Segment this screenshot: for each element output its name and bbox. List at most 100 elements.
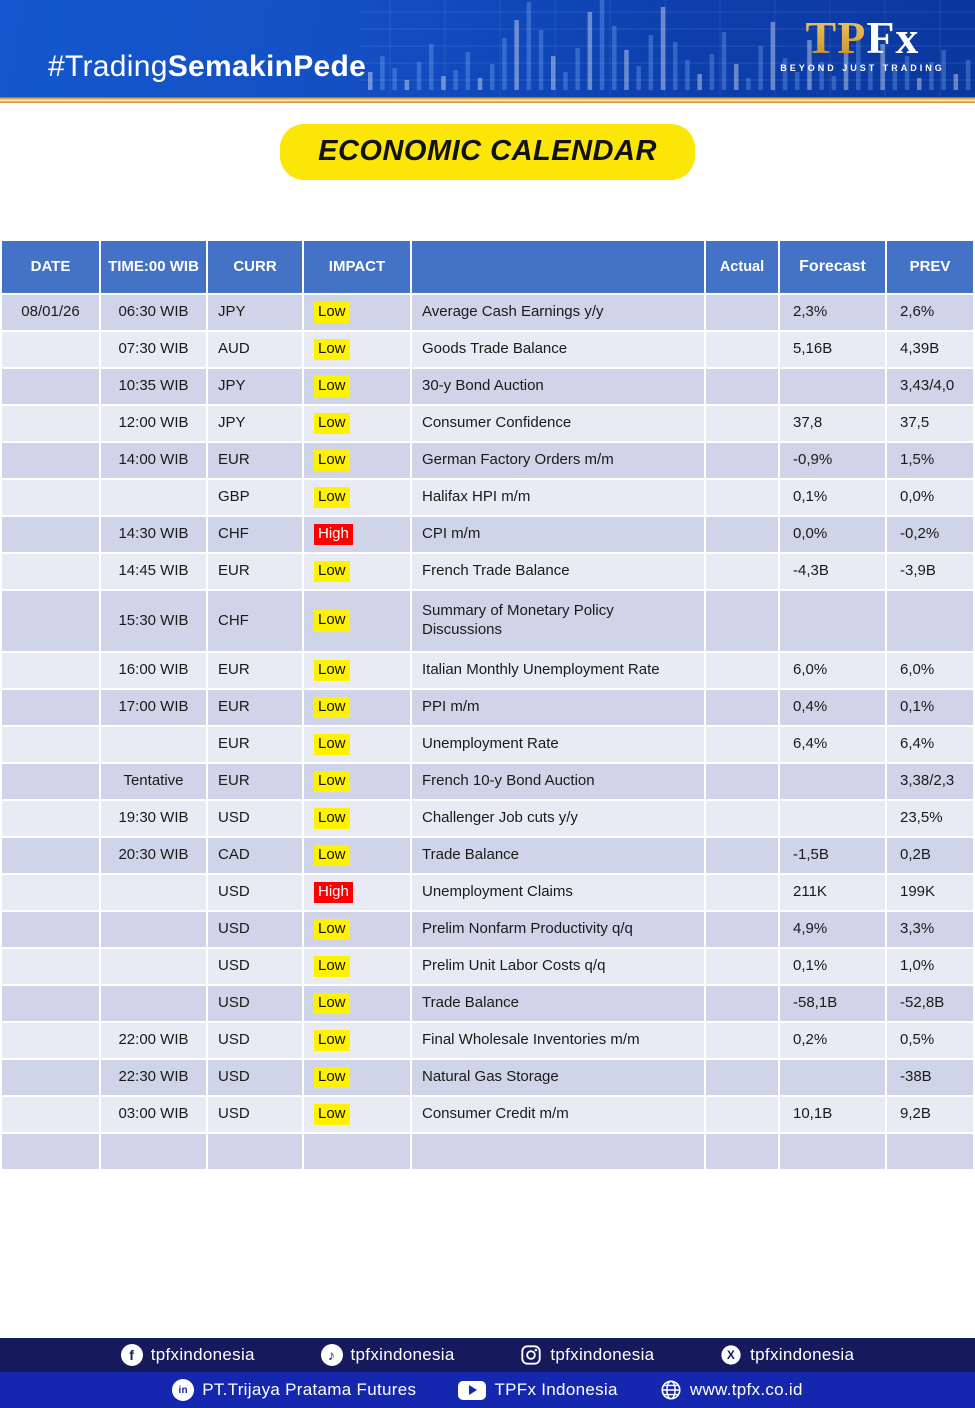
cell-forecast: 0,1% [780, 949, 885, 984]
cell-currency: EUR [208, 764, 302, 799]
cell-impact: Low [304, 332, 410, 367]
cell-forecast [780, 764, 885, 799]
col-header-forecast: Forecast [780, 241, 885, 293]
cell-time: 03:00 WIB [101, 1097, 206, 1132]
chart-bars-decoration [360, 0, 975, 97]
cell-forecast: 37,8 [780, 406, 885, 441]
cell-currency: USD [208, 801, 302, 836]
cell-forecast: -58,1B [780, 986, 885, 1021]
cell-prev: 0,5% [887, 1023, 973, 1058]
impact-badge: Low [314, 844, 350, 867]
cell-forecast [780, 591, 885, 651]
cell-forecast: 0,2% [780, 1023, 885, 1058]
cell-currency: USD [208, 1060, 302, 1095]
cell-impact: Low [304, 1097, 410, 1132]
cell-forecast [780, 1134, 885, 1169]
cell-date [2, 690, 99, 725]
page-title: ECONOMIC CALENDAR [318, 135, 657, 167]
cell-forecast: 211K [780, 875, 885, 910]
info-youtube: TPFx Indonesia [458, 1380, 617, 1400]
col-header-prev: PREV [887, 241, 973, 293]
cell-date [2, 332, 99, 367]
cell-actual [706, 1097, 778, 1132]
cell-date [2, 653, 99, 688]
impact-badge: Low [314, 918, 350, 941]
cell-time: 07:30 WIB [101, 332, 206, 367]
footer-info-bar: in PT.Trijaya Pratama Futures TPFx Indon… [0, 1372, 975, 1408]
cell-time: 17:00 WIB [101, 690, 206, 725]
cell-time [101, 480, 206, 515]
cell-event: Goods Trade Balance [412, 332, 704, 367]
table-row: USD Low Prelim Unit Labor Costs q/q 0,1%… [2, 949, 973, 984]
social-tiktok-label: tpfxindonesia [350, 1345, 455, 1364]
cell-event: CPI m/m [412, 517, 704, 552]
cell-currency: CHF [208, 591, 302, 651]
info-youtube-label: TPFx Indonesia [494, 1380, 618, 1399]
cell-date [2, 443, 99, 478]
tpfx-logo-fx: Fx [866, 12, 920, 63]
facebook-icon: f [120, 1344, 143, 1366]
table-row: USD High Unemployment Claims 211K 199K [2, 875, 973, 910]
cell-time: 22:00 WIB [101, 1023, 206, 1058]
cell-impact: Low [304, 1060, 410, 1095]
social-tiktok: ♪ tpfxindonesia [320, 1344, 455, 1366]
cell-forecast: 0,0% [780, 517, 885, 552]
cell-event: Halifax HPI m/m [412, 480, 704, 515]
table-row: Tentative EUR Low French 10-y Bond Aucti… [2, 764, 973, 799]
cell-actual [706, 653, 778, 688]
tpfx-logo-tp: TP [805, 12, 867, 63]
cell-event: French Trade Balance [412, 554, 704, 589]
cell-time: 22:30 WIB [101, 1060, 206, 1095]
cell-forecast [780, 369, 885, 404]
impact-badge: Low [314, 301, 350, 324]
cell-time: 06:30 WIB [101, 295, 206, 330]
cell-actual [706, 295, 778, 330]
cell-impact: Low [304, 369, 410, 404]
cell-forecast [780, 1060, 885, 1095]
cell-currency: USD [208, 986, 302, 1021]
cell-time: 20:30 WIB [101, 838, 206, 873]
cell-actual [706, 986, 778, 1021]
cell-currency: EUR [208, 443, 302, 478]
cell-prev: 0,2B [887, 838, 973, 873]
cell-date [2, 727, 99, 762]
social-facebook-label: tpfxindonesia [150, 1345, 255, 1364]
col-header-time: TIME:00 WIB [101, 241, 206, 293]
cell-forecast: 0,1% [780, 480, 885, 515]
cell-time: 14:00 WIB [101, 443, 206, 478]
impact-badge: Low [314, 770, 350, 793]
cell-currency: JPY [208, 369, 302, 404]
header-banner: #TradingSemakinPede TPFx BEYOND JUST TRA… [0, 0, 975, 97]
cell-prev: 3,38/2,3 [887, 764, 973, 799]
table-row: 22:30 WIB USD Low Natural Gas Storage -3… [2, 1060, 973, 1095]
table-row: 10:35 WIB JPY Low 30-y Bond Auction 3,43… [2, 369, 973, 404]
impact-badge: Low [314, 807, 350, 830]
cell-prev: 2,6% [887, 295, 973, 330]
cell-prev: 0,0% [887, 480, 973, 515]
cell-time: 16:00 WIB [101, 653, 206, 688]
cell-prev: 3,3% [887, 912, 973, 947]
cell-event: Trade Balance [412, 986, 704, 1021]
cell-prev: -38B [887, 1060, 973, 1095]
table-row: 20:30 WIB CAD Low Trade Balance -1,5B 0,… [2, 838, 973, 873]
impact-badge: Low [314, 1103, 350, 1126]
impact-badge: Low [314, 375, 350, 398]
cell-time: 12:00 WIB [101, 406, 206, 441]
cell-impact: Low [304, 727, 410, 762]
table-row: USD Low Prelim Nonfarm Productivity q/q … [2, 912, 973, 947]
cell-time [101, 986, 206, 1021]
cell-forecast: 4,9% [780, 912, 885, 947]
cell-time: Tentative [101, 764, 206, 799]
tpfx-logo-word: TPFx [770, 15, 955, 61]
table-row: 14:00 WIB EUR Low German Factory Orders … [2, 443, 973, 478]
cell-date [2, 875, 99, 910]
cell-prev: 4,39B [887, 332, 973, 367]
svg-text:X: X [727, 1348, 735, 1362]
cell-prev: 1,0% [887, 949, 973, 984]
table-row: 14:30 WIB CHF High CPI m/m 0,0% -0,2% [2, 517, 973, 552]
cell-actual [706, 875, 778, 910]
cell-impact: Low [304, 949, 410, 984]
cell-date [2, 1097, 99, 1132]
table-row: 03:00 WIB USD Low Consumer Credit m/m 10… [2, 1097, 973, 1132]
cell-actual [706, 1023, 778, 1058]
